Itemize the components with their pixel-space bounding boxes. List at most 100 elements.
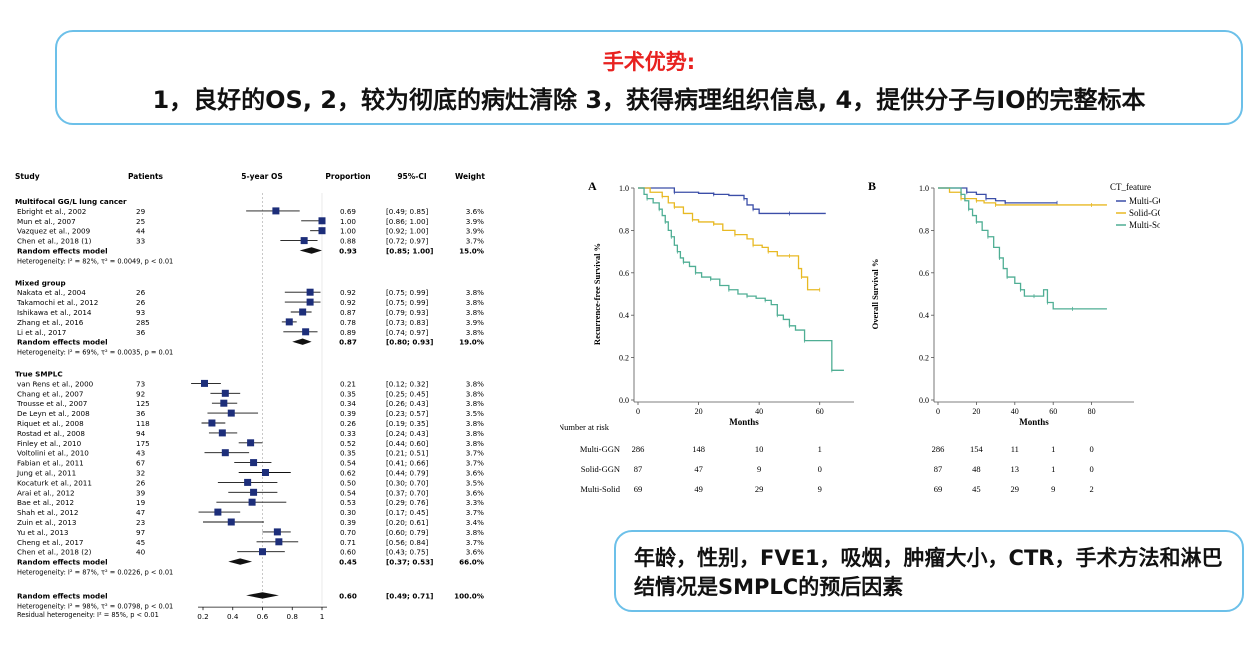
forest-point bbox=[273, 528, 281, 536]
forest-proportion: 0.70 bbox=[340, 528, 356, 537]
forest-x-tick-label: 0.8 bbox=[287, 612, 299, 621]
advantages-banner: 手术优势: 1，良好的OS, 2，较为彻底的病灶清除 3，获得病理组织信息, 4… bbox=[55, 30, 1243, 125]
risk-row-name: Multi-Solid bbox=[580, 484, 620, 494]
forest-study-name: Mun et al., 2007 bbox=[17, 217, 76, 226]
forest-ci-label: [0.60; 0.79] bbox=[386, 528, 429, 537]
forest-patients: 43 bbox=[136, 449, 145, 458]
forest-patients: 26 bbox=[136, 298, 146, 307]
legend-label: Multi-Solid bbox=[1129, 220, 1160, 230]
risk-value: 1 bbox=[1051, 464, 1055, 474]
banner-title: 手术优势: bbox=[602, 50, 696, 74]
forest-proportion: 0.92 bbox=[340, 288, 356, 297]
forest-patients: 285 bbox=[136, 318, 150, 327]
forest-col-header: Proportion bbox=[325, 172, 370, 181]
forest-pooled-ci: [0.37; 0.53] bbox=[386, 558, 433, 567]
forest-heterogeneity: Heterogeneity: I² = 82%, τ² = 0.0049, p … bbox=[17, 257, 173, 265]
km-y-tick-label: 0.2 bbox=[619, 354, 629, 363]
risk-value: 69 bbox=[634, 484, 643, 494]
forest-proportion: 0.21 bbox=[340, 379, 356, 388]
forest-point bbox=[250, 459, 258, 467]
km-y-tick-label: 0.4 bbox=[619, 311, 629, 320]
forest-patients: 175 bbox=[136, 439, 150, 448]
km-x-tick-label: 0 bbox=[936, 407, 940, 416]
forest-ci-label: [0.92; 1.00] bbox=[386, 227, 429, 236]
risk-value: 1 bbox=[1051, 444, 1055, 454]
km-x-tick-label: 0 bbox=[636, 407, 640, 416]
forest-ci-label: [0.23; 0.57] bbox=[386, 409, 429, 418]
forest-point bbox=[306, 298, 314, 306]
km-curve-solid-ggn bbox=[638, 187, 820, 291]
forest-proportion: 0.54 bbox=[340, 488, 356, 497]
forest-heterogeneity: Residual heterogeneity: I² = 85%, p < 0.… bbox=[17, 611, 159, 619]
forest-weight: 3.3% bbox=[466, 498, 484, 507]
km-plot-a: A 0.0 0.2 0.4 0.6 0.8 1.0 0 20 40 60 Months Recurren… bbox=[560, 179, 854, 494]
forest-patients: 32 bbox=[136, 469, 145, 478]
forest-study-name: Nakata et al., 2004 bbox=[17, 288, 86, 297]
risk-value: 29 bbox=[1011, 484, 1020, 494]
forest-patients: 93 bbox=[136, 308, 145, 317]
risk-value: 0 bbox=[1089, 464, 1093, 474]
forest-point bbox=[244, 478, 252, 486]
forest-proportion: 0.30 bbox=[340, 508, 356, 517]
forest-study-name: Ishikawa et al., 2014 bbox=[17, 308, 92, 317]
forest-proportion: 0.89 bbox=[340, 328, 356, 337]
forest-study-name: Jung et al., 2011 bbox=[16, 469, 76, 478]
km-x-axis-label: Months bbox=[729, 417, 759, 427]
forest-weight: 3.4% bbox=[466, 518, 484, 527]
forest-weight: 3.6% bbox=[466, 488, 484, 497]
forest-ci-label: [0.72; 0.97] bbox=[386, 237, 429, 246]
forest-patients: 25 bbox=[136, 217, 145, 226]
km-panel-letter: B bbox=[868, 179, 876, 193]
forest-study-name: Chang et al., 2007 bbox=[17, 389, 83, 398]
forest-weight: 3.6% bbox=[466, 548, 484, 557]
forest-study-name: Rostad et al., 2008 bbox=[17, 429, 85, 438]
forest-proportion: 0.39 bbox=[340, 518, 356, 527]
forest-point bbox=[221, 449, 229, 457]
risk-value: 286 bbox=[632, 444, 645, 454]
forest-study-name: Yu et al., 2013 bbox=[16, 528, 68, 537]
forest-patients: 92 bbox=[136, 389, 145, 398]
forest-proportion: 0.78 bbox=[340, 318, 356, 327]
forest-patients: 23 bbox=[136, 518, 145, 527]
forest-weight: 3.9% bbox=[466, 217, 484, 226]
forest-pooled-weight: 15.0% bbox=[459, 247, 484, 256]
forest-study-name: Takamochi et al., 2012 bbox=[16, 298, 98, 307]
forest-study-name: Riquet et al., 2008 bbox=[17, 419, 84, 428]
risk-value: 49 bbox=[694, 484, 703, 494]
forest-proportion: 0.26 bbox=[340, 419, 356, 428]
km-x-tick-label: 80 bbox=[1088, 407, 1096, 416]
forest-pooled-weight: 100.0% bbox=[454, 591, 484, 600]
km-y-tick-label: 0.0 bbox=[919, 396, 929, 405]
forest-x-tick-label: 1 bbox=[320, 612, 325, 621]
forest-point bbox=[318, 227, 326, 235]
risk-value: 0 bbox=[818, 464, 822, 474]
forest-point bbox=[259, 548, 266, 556]
forest-weight: 3.8% bbox=[466, 439, 484, 448]
km-panel-letter: A bbox=[588, 179, 597, 193]
km-y-tick-label: 0.6 bbox=[919, 269, 929, 278]
forest-study-name: Fabian et al., 2011 bbox=[17, 459, 84, 468]
risk-value: 47 bbox=[694, 464, 703, 474]
forest-study-name: Li et al., 2017 bbox=[17, 328, 66, 337]
forest-proportion: 0.62 bbox=[340, 469, 356, 478]
risk-value: 45 bbox=[972, 484, 981, 494]
forest-weight: 3.8% bbox=[466, 328, 484, 337]
risk-value: 2 bbox=[1089, 484, 1093, 494]
forest-weight: 3.7% bbox=[466, 459, 484, 468]
forest-point bbox=[272, 207, 280, 215]
forest-weight: 3.7% bbox=[466, 508, 484, 517]
risk-value: 11 bbox=[1011, 444, 1019, 454]
forest-proportion: 0.54 bbox=[340, 459, 356, 468]
forest-patients: 125 bbox=[136, 399, 150, 408]
forest-patients: 67 bbox=[136, 459, 145, 468]
km-y-tick-label: 1.0 bbox=[919, 184, 929, 193]
forest-point bbox=[318, 217, 326, 225]
forest-ci-label: [0.56; 0.84] bbox=[386, 538, 429, 547]
forest-pooled-diamond bbox=[292, 338, 312, 345]
forest-patients: 97 bbox=[136, 528, 145, 537]
km-y-tick-label: 0.8 bbox=[619, 226, 629, 235]
legend-label: Solid-GGN bbox=[1129, 208, 1160, 218]
forest-point bbox=[200, 379, 208, 387]
forest-point bbox=[227, 518, 235, 526]
forest-weight: 3.8% bbox=[466, 298, 484, 307]
